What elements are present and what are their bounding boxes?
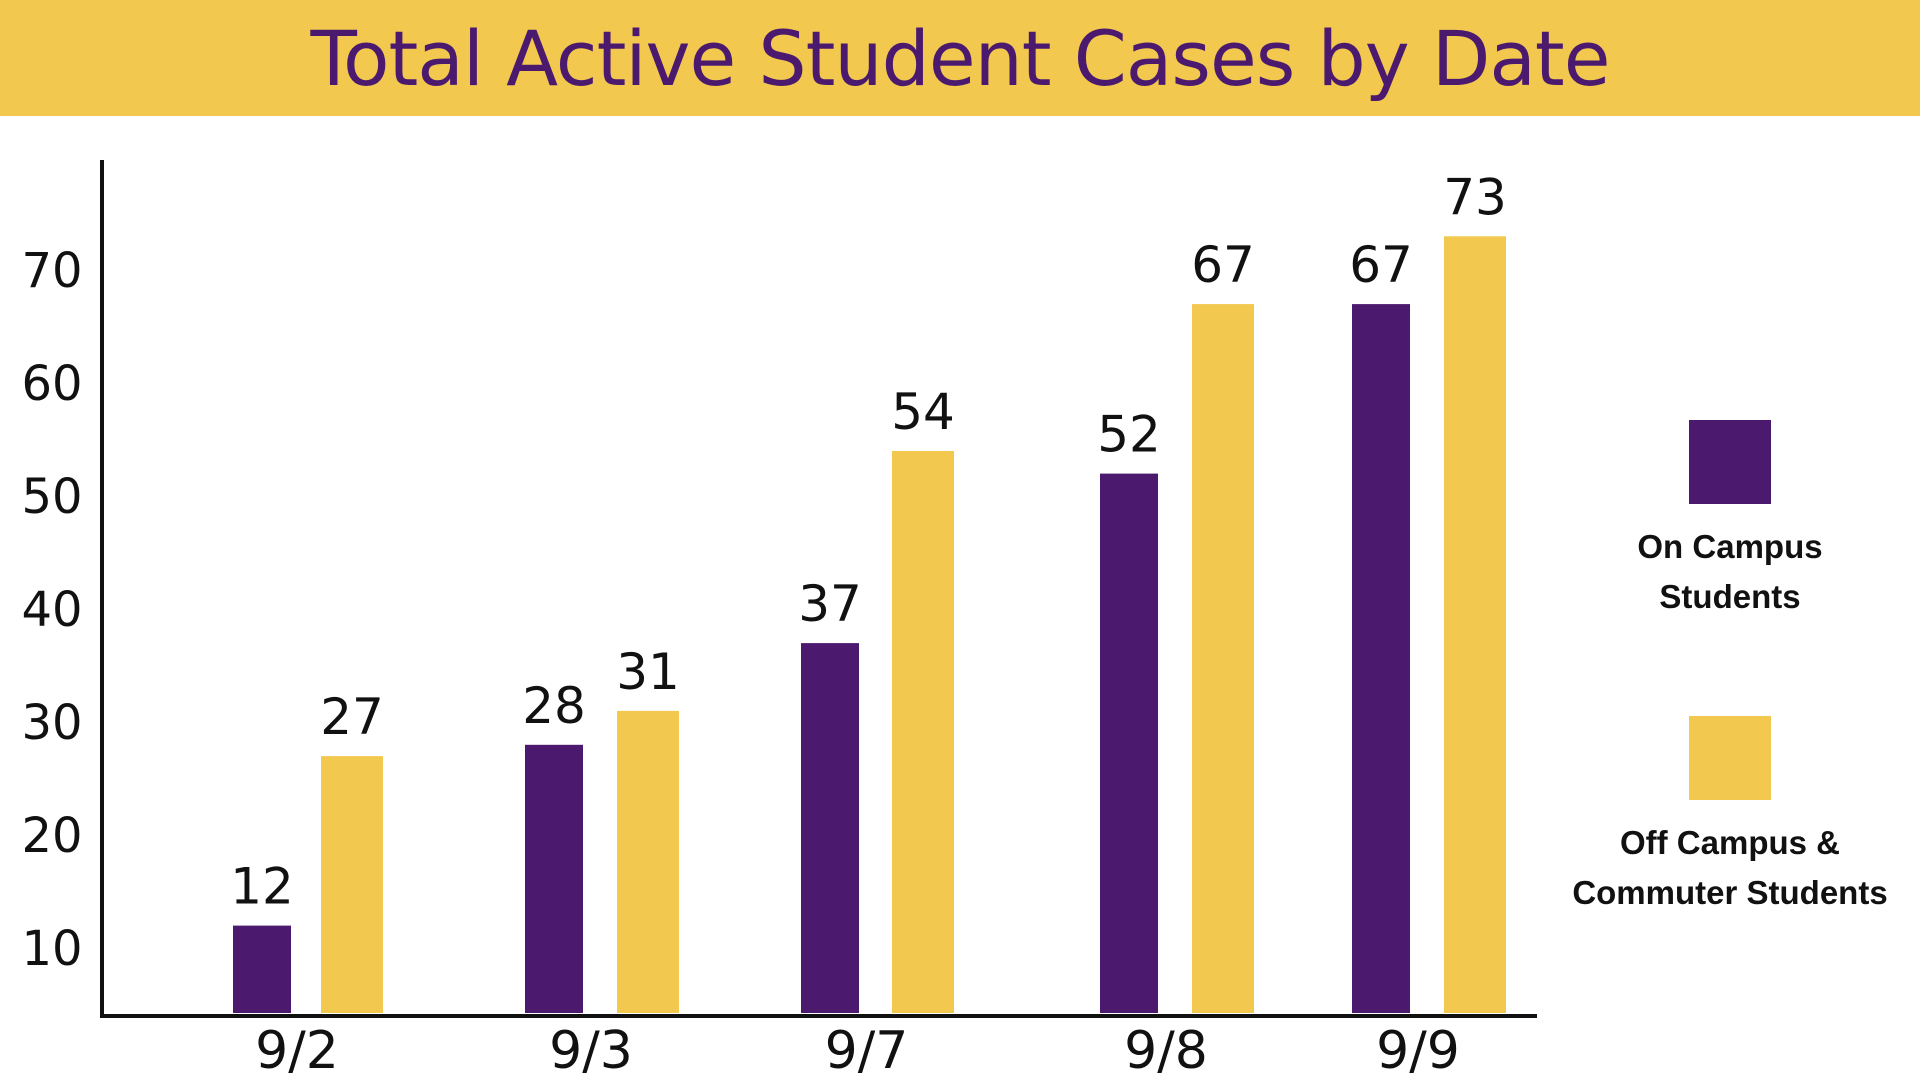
x-tick-label: 9/9 [1376, 1021, 1460, 1080]
y-tick-label: 40 [21, 582, 82, 638]
bar-off-campus-9-7 [892, 451, 954, 1013]
legend-item-off-campus: Off Campus & Commuter Students [1540, 716, 1920, 918]
value-label-off-campus-9-8: 67 [1191, 236, 1255, 294]
bar-on-campus-9-9 [1352, 304, 1410, 1014]
x-tick-label: 9/8 [1124, 1021, 1208, 1080]
value-label-on-campus-9-9: 67 [1349, 236, 1413, 294]
title-banner: Total Active Student Cases by Date [0, 0, 1920, 116]
value-label-off-campus-9-3: 31 [616, 643, 680, 701]
legend-label-off-campus: Off Campus & Commuter Students [1572, 824, 1888, 911]
x-tick-label: 9/7 [825, 1021, 909, 1080]
bar-on-campus-9-8 [1100, 473, 1158, 1014]
bar-off-campus-9-9 [1444, 236, 1506, 1014]
bar-off-campus-9-2 [321, 756, 383, 1013]
legend-label-on-campus: On Campus Students [1637, 528, 1823, 615]
chart-title: Total Active Student Cases by Date [310, 13, 1610, 103]
legend-swatch-on-campus [1689, 420, 1771, 504]
value-label-on-campus-9-3: 28 [522, 677, 586, 735]
legend-swatch-off-campus [1689, 716, 1771, 800]
bar-on-campus-9-2 [233, 925, 291, 1013]
legend-item-on-campus: On Campus Students [1540, 420, 1920, 622]
y-tick-label: 70 [21, 243, 82, 299]
y-tick-label: 30 [21, 695, 82, 751]
value-label-on-campus-9-8: 52 [1097, 406, 1161, 464]
bar-on-campus-9-3 [525, 744, 583, 1013]
y-tick-label: 10 [21, 921, 82, 977]
x-tick-label: 9/3 [549, 1021, 633, 1080]
value-label-off-campus-9-7: 54 [891, 383, 955, 441]
bar-on-campus-9-7 [801, 643, 859, 1013]
y-tick-label: 20 [21, 808, 82, 864]
value-label-off-campus-9-9: 73 [1443, 168, 1507, 226]
value-label-on-campus-9-7: 37 [798, 575, 862, 633]
bar-off-campus-9-3 [617, 710, 679, 1013]
value-label-on-campus-9-2: 12 [230, 858, 294, 916]
bar-off-campus-9-8 [1192, 304, 1254, 1014]
y-tick-label: 50 [21, 469, 82, 525]
y-tick-label: 60 [21, 356, 82, 412]
value-label-off-campus-9-2: 27 [320, 688, 384, 746]
x-tick-label: 9/2 [255, 1021, 339, 1080]
